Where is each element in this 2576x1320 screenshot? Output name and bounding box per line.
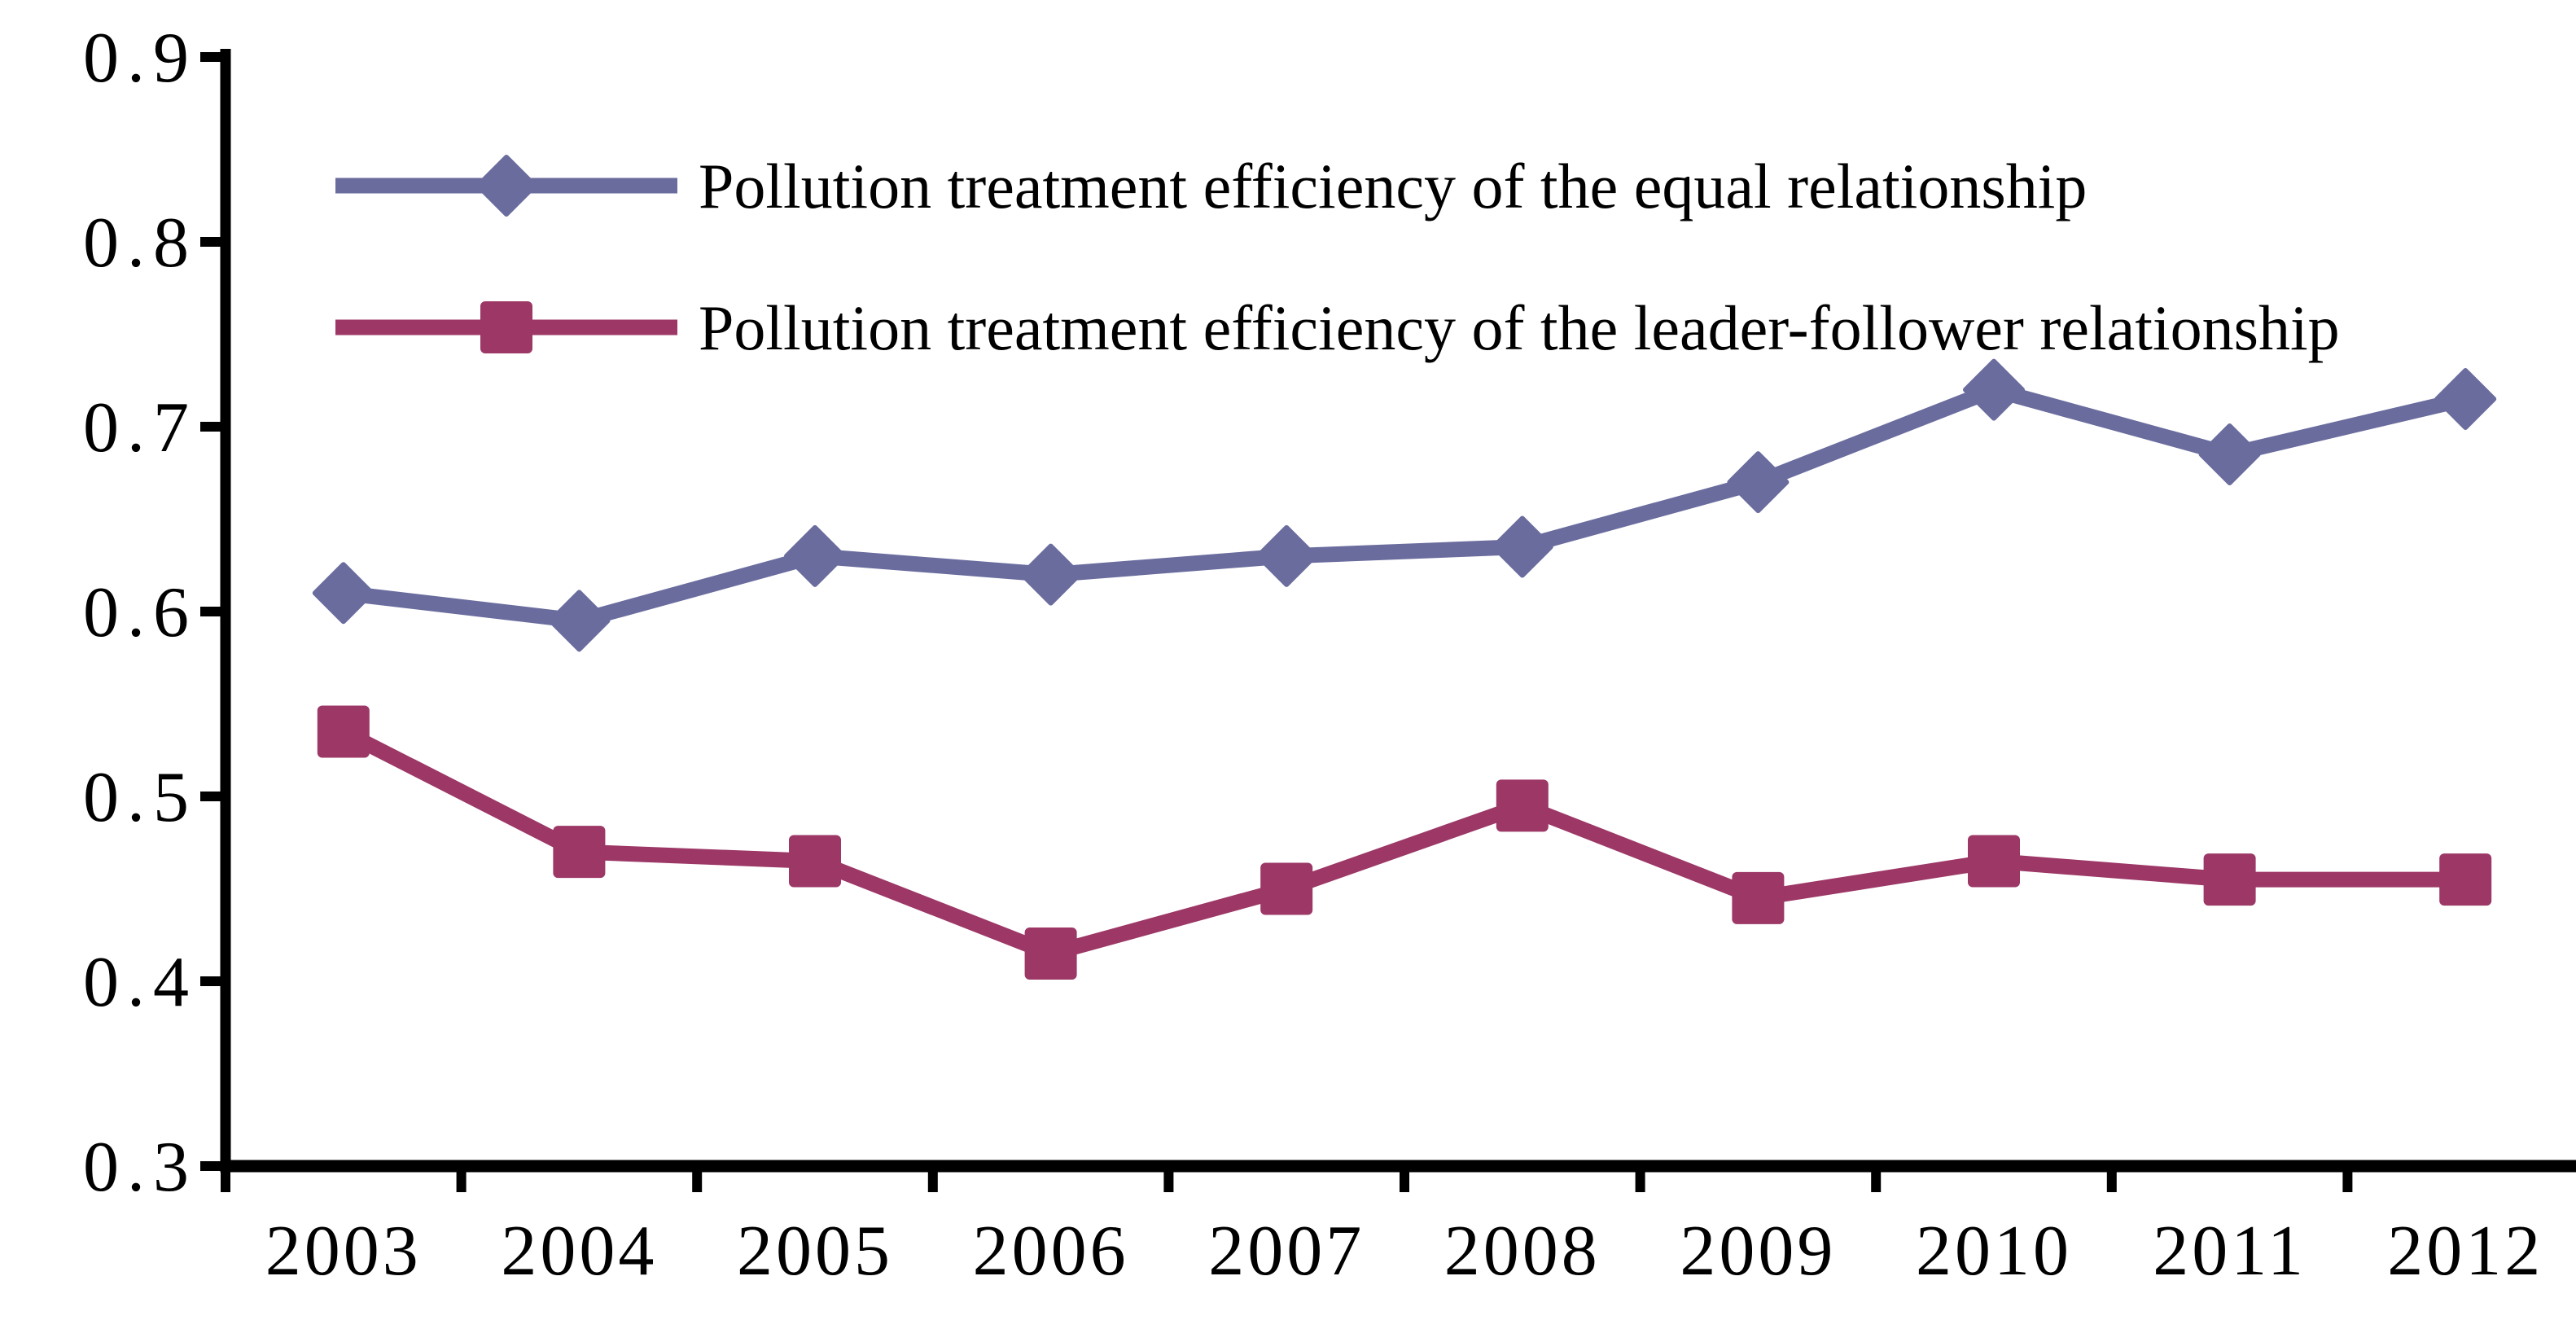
y-axis-tick-label: 0.5: [83, 758, 197, 837]
data-point-square-marker: [789, 835, 841, 887]
data-point-diamond-marker: [1965, 362, 2022, 419]
data-point-diamond-marker: [1023, 546, 1080, 603]
legend-diamond-marker: [478, 157, 535, 214]
data-point-square-marker: [1968, 835, 2020, 887]
data-point-diamond-marker: [2201, 426, 2258, 483]
y-axis-tick-label: 0.9: [83, 19, 197, 98]
x-axis-tick-label: 2011: [2153, 1212, 2307, 1291]
legend: Pollution treatment efficiency of the eq…: [335, 151, 2340, 363]
data-point-square-marker: [553, 826, 605, 878]
data-point-diamond-marker: [1494, 519, 1551, 576]
y-axis-tick-label: 0.7: [83, 388, 197, 467]
x-axis-tick-label: 2009: [1680, 1212, 1836, 1291]
y-axis-tick-label: 0.3: [83, 1128, 197, 1207]
data-point-diamond-marker: [550, 592, 607, 649]
chart-canvas: 0.3 0.4 0.5 0.6 0.7 0.8 0.9 2003 2004 2005 2006 200…: [33, 13, 2576, 1307]
legend-item: Pollution treatment efficiency of the le…: [335, 292, 2340, 363]
x-axis-tick-label: 2004: [501, 1212, 657, 1291]
series-line-leader-follower: [344, 732, 2465, 954]
y-axis-tick-label: 0.6: [83, 573, 197, 652]
data-point-square-marker: [1732, 872, 1784, 924]
legend-item-label: Pollution treatment efficiency of the eq…: [699, 151, 2087, 221]
data-point-square-marker: [318, 706, 370, 758]
legend-item: Pollution treatment efficiency of the eq…: [335, 151, 2087, 221]
data-point-diamond-marker: [1258, 528, 1315, 585]
x-axis-tick-label: 2003: [265, 1212, 422, 1291]
data-point-diamond-marker: [786, 528, 843, 585]
data-point-diamond-marker: [1729, 454, 1786, 511]
legend-square-marker: [480, 301, 532, 353]
x-axis-tick-label: 2008: [1444, 1212, 1601, 1291]
series-line-equal: [344, 390, 2465, 621]
data-point-square-marker: [1025, 928, 1077, 980]
data-point-square-marker: [1496, 779, 1549, 831]
y-axis-tick-label: 0.4: [83, 943, 197, 1022]
x-axis-tick-label: 2010: [1916, 1212, 2072, 1291]
data-point-diamond-marker: [315, 564, 372, 621]
x-axis-tick-label: 2006: [973, 1212, 1129, 1291]
data-point-diamond-marker: [2437, 371, 2494, 428]
data-point-square-marker: [2439, 853, 2491, 906]
axis-spine-bottom: [221, 1160, 2576, 1173]
x-axis-tick-label: 2007: [1208, 1212, 1365, 1291]
x-axis-tick-label: 2012: [2387, 1212, 2543, 1291]
line-chart: 0.3 0.4 0.5 0.6 0.7 0.8 0.9 2003 2004 2005 2006 200…: [33, 13, 2576, 1307]
legend-item-label: Pollution treatment efficiency of the le…: [699, 292, 2340, 363]
data-point-square-marker: [1260, 863, 1312, 915]
axis-spine-left: [221, 49, 231, 1173]
data-point-square-marker: [2204, 853, 2256, 906]
x-axis-tick-label: 2005: [737, 1212, 893, 1291]
y-axis-tick-label: 0.8: [83, 204, 197, 283]
